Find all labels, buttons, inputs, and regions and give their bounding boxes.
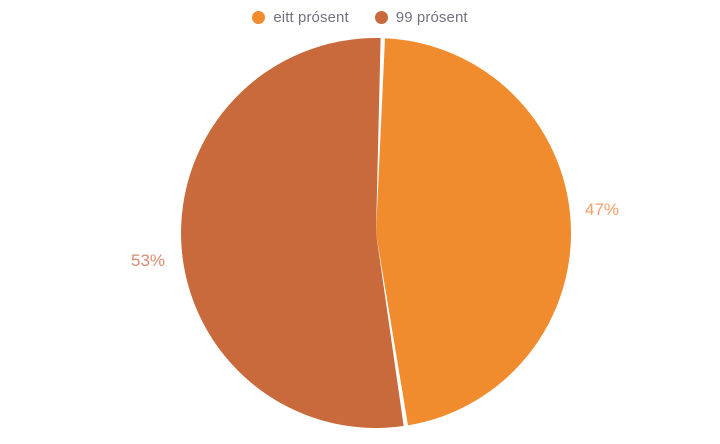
pie-slice-99-prosent[interactable] [181,37,404,428]
pie-slices [181,37,572,428]
pie-slice-eitt-prosent[interactable] [376,38,572,426]
legend-item-label: 99 prósent [395,8,468,26]
slice-value-label-left: 53% [131,251,166,270]
legend-item-99-prosent[interactable]: 99 prósent [374,8,468,26]
legend-item-eitt-prosent[interactable]: eitt prósent [252,8,349,26]
legend-item-label: eitt prósent [273,8,349,26]
circle-swatch-icon [252,10,266,24]
circle-swatch-icon [374,10,388,24]
slice-value-label-right: 47% [585,200,620,219]
chart-legend: eitt prósent 99 prósent [0,6,720,28]
